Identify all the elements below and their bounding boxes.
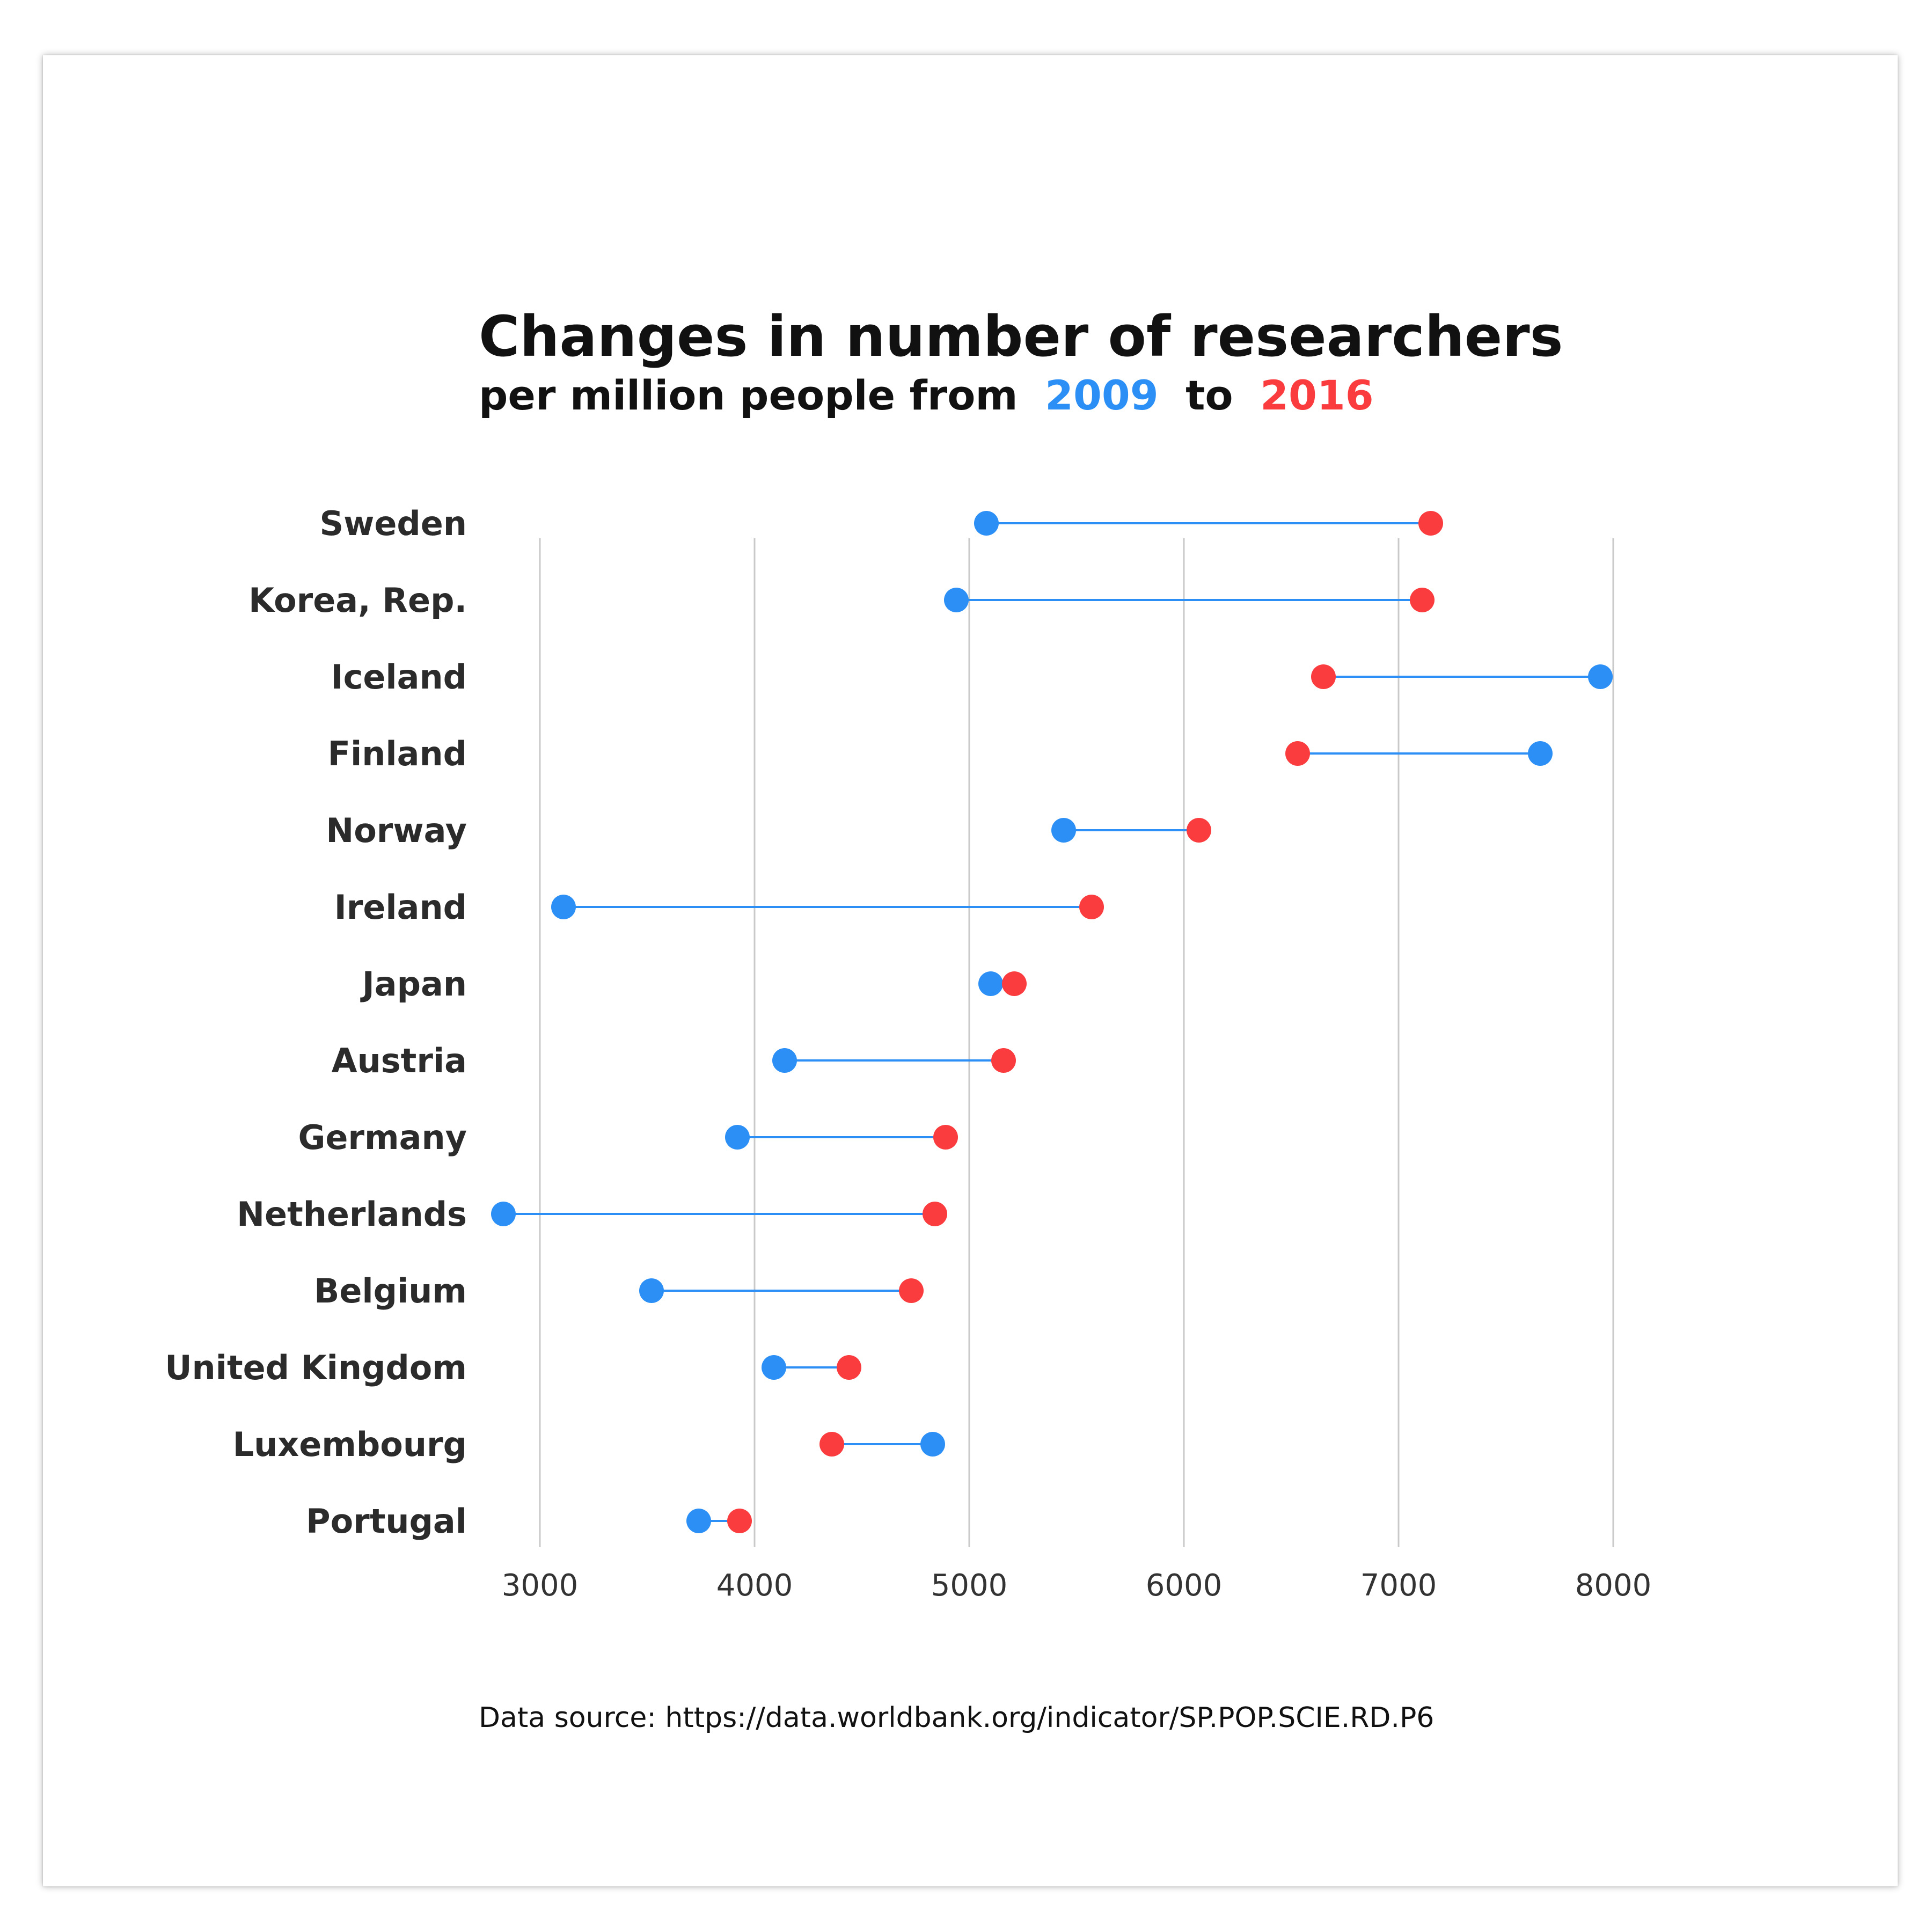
dot-2016-germany — [933, 1125, 958, 1150]
x-tick-label-4000: 4000 — [716, 1568, 793, 1603]
category-label-belgium: Belgium — [314, 1271, 467, 1311]
dot-2009-finland — [1528, 741, 1553, 766]
x-tick-label-7000: 7000 — [1360, 1568, 1437, 1603]
subtitle-middle: to — [1185, 371, 1233, 419]
dot-2016-norway — [1187, 818, 1211, 843]
dot-2009-sweden — [974, 511, 999, 536]
x-axis-ticks: 3000 4000 5000 6000 7000 8000 — [502, 1568, 1652, 1603]
dot-2016-united-kingdom — [837, 1355, 861, 1380]
category-label-ireland: Ireland — [334, 888, 467, 927]
dot-2016-netherlands — [923, 1202, 947, 1226]
x-tick-label-3000: 3000 — [502, 1568, 579, 1603]
dot-2009-japan — [978, 971, 1003, 996]
category-label-finland: Finland — [328, 734, 467, 773]
chart-card: Changes in number of researchers per mil… — [43, 55, 1898, 1886]
dot-2009-united-kingdom — [762, 1355, 786, 1380]
category-labels: Sweden Korea, Rep. Iceland Finland Norway Ire… — [165, 504, 467, 1541]
dot-2016-korea-rep — [1410, 588, 1435, 612]
dot-2016-austria — [991, 1048, 1016, 1073]
x-tick-label-5000: 5000 — [931, 1568, 1008, 1603]
x-tick-label-8000: 8000 — [1575, 1568, 1652, 1603]
category-label-japan: Japan — [360, 964, 467, 1004]
gridlines — [539, 538, 1614, 1547]
chart-subtitle: per million people from 2009 to 2016 — [479, 371, 1374, 419]
subtitle-end-year: 2016 — [1260, 371, 1374, 419]
dot-2009-germany — [725, 1125, 750, 1150]
dot-2009-iceland — [1588, 664, 1613, 689]
dot-2016-japan — [1002, 971, 1027, 996]
category-label-sweden: Sweden — [319, 504, 467, 543]
dot-2016-portugal — [727, 1509, 752, 1533]
dot-2009-belgium — [639, 1278, 664, 1303]
dot-2016-finland — [1285, 741, 1310, 766]
dot-2016-iceland — [1311, 664, 1336, 689]
category-label-norway: Norway — [326, 811, 467, 850]
dot-2009-austria — [772, 1048, 797, 1073]
x-tick-label-6000: 6000 — [1146, 1568, 1223, 1603]
dumbbell-lines — [503, 522, 1600, 1522]
data-source-note: Data source: https://data.worldbank.org/… — [479, 1702, 1434, 1734]
subtitle-prefix: per million people from — [479, 371, 1018, 419]
dot-2016-luxembourg — [819, 1432, 844, 1457]
dot-2009-norway — [1051, 818, 1076, 843]
dot-2009-luxembourg — [920, 1432, 945, 1457]
chart-title: Changes in number of researchers — [479, 304, 1563, 369]
dot-2016-ireland — [1079, 895, 1104, 919]
category-label-iceland: Iceland — [331, 657, 467, 697]
category-label-austria: Austria — [332, 1041, 467, 1080]
category-label-netherlands: Netherlands — [237, 1195, 467, 1234]
dot-2009-netherlands — [491, 1202, 516, 1226]
category-label-luxembourg: Luxembourg — [233, 1425, 467, 1464]
category-label-united-kingdom: United Kingdom — [165, 1348, 467, 1387]
category-label-germany: Germany — [298, 1118, 467, 1157]
dot-2016-belgium — [899, 1278, 924, 1303]
dot-2009-portugal — [686, 1509, 711, 1533]
dumbbell-dots — [491, 511, 1613, 1533]
dot-2009-korea-rep — [944, 588, 969, 612]
category-label-portugal: Portugal — [306, 1502, 467, 1541]
subtitle-start-year: 2009 — [1045, 371, 1159, 419]
dumbbell-chart: Changes in number of researchers per mil… — [165, 304, 1652, 1734]
category-label-korea-rep: Korea, Rep. — [248, 581, 467, 620]
dot-2009-ireland — [551, 895, 576, 919]
dot-2016-sweden — [1418, 511, 1443, 536]
